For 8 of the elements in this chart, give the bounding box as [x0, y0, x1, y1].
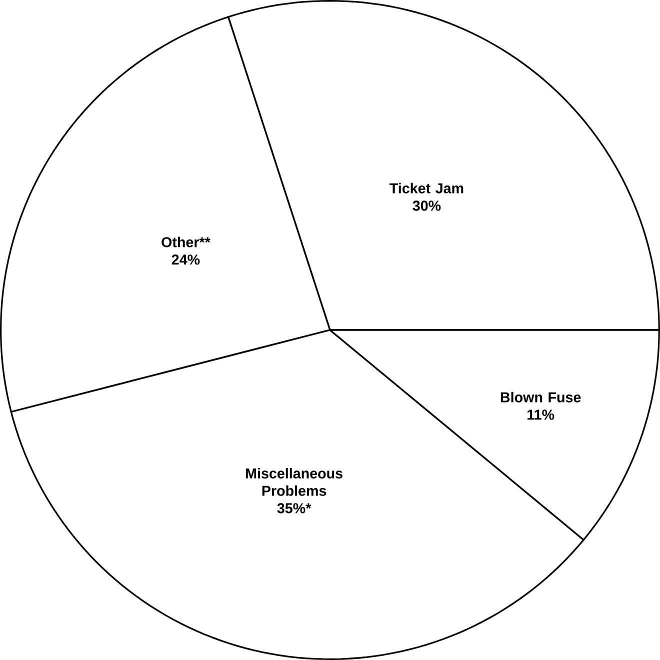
data-label: 11% — [528, 410, 554, 420]
slice-label: Miscellaneous Problems — [246, 468, 342, 496]
data-label: 30% — [412, 200, 441, 211]
slice-label: Other** — [162, 236, 210, 248]
data-label: 35%* — [277, 503, 312, 514]
slice-label: Ticket Jam — [390, 182, 464, 194]
slice-label: Blown Fuse — [500, 392, 581, 402]
data-label: 24% — [172, 254, 200, 265]
